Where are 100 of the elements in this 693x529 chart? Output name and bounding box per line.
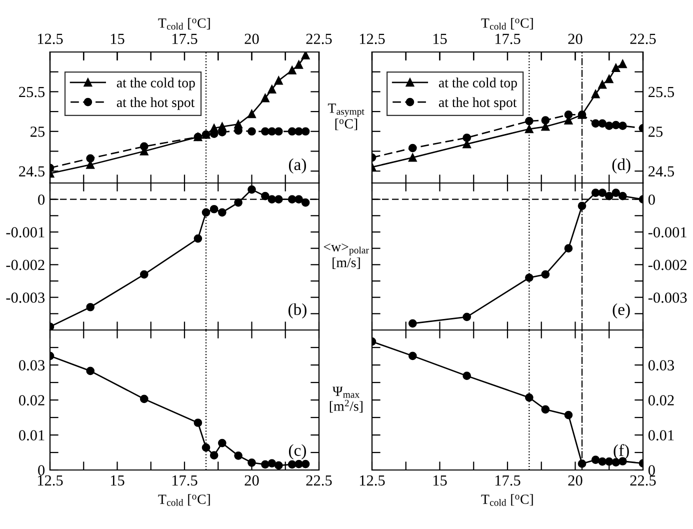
point xyxy=(268,459,276,468)
x2-axis-title: T$_{cold}$ [$^{o}$C] xyxy=(481,18,533,30)
point xyxy=(294,127,303,136)
point xyxy=(541,270,550,279)
point xyxy=(288,460,296,469)
y-tick-label: -0.001 xyxy=(648,227,686,238)
y-tick-label: 25 xyxy=(30,126,45,137)
x2-tick-label: 20 xyxy=(568,34,582,44)
point xyxy=(541,116,550,124)
point xyxy=(525,393,534,402)
point xyxy=(591,456,600,464)
point xyxy=(408,319,417,328)
y-tick-label: 0 xyxy=(38,194,45,205)
point xyxy=(525,274,534,282)
point xyxy=(86,366,95,376)
x2-tick-label: 15 xyxy=(433,34,447,44)
point xyxy=(408,352,417,360)
point xyxy=(210,204,218,214)
point xyxy=(288,66,296,74)
x2-tick-label: 12.5 xyxy=(38,34,63,44)
point xyxy=(261,94,270,102)
point xyxy=(525,116,534,126)
point xyxy=(140,142,148,151)
point xyxy=(591,90,600,98)
point xyxy=(598,119,607,128)
point xyxy=(261,192,270,200)
x-tick-label: 22.5 xyxy=(630,475,656,486)
point xyxy=(140,394,148,404)
y-tick-label: 25.5 xyxy=(19,86,45,98)
point xyxy=(525,124,534,134)
x2-tick-label: 15 xyxy=(110,34,124,44)
y-tick-label: -0.003 xyxy=(6,292,45,303)
y-tick-label: 0.03 xyxy=(648,360,674,371)
y-tick-label: -0.002 xyxy=(648,260,686,270)
point xyxy=(541,405,550,414)
point xyxy=(202,443,210,452)
point xyxy=(268,85,276,94)
x-tick-label: 20 xyxy=(244,475,259,486)
point xyxy=(248,458,256,467)
point xyxy=(612,458,620,466)
point xyxy=(294,460,303,468)
y-tick-label: 25.5 xyxy=(648,86,674,98)
point xyxy=(274,195,283,204)
point xyxy=(218,438,226,448)
y-tick-label: 0.02 xyxy=(648,395,674,406)
point xyxy=(618,60,627,68)
x2-tick-label: 22.5 xyxy=(630,34,656,44)
point xyxy=(274,76,283,85)
legend-label: at the cold top xyxy=(116,78,195,90)
point xyxy=(598,457,607,466)
annotation: (e) xyxy=(612,303,630,318)
x2-tick-label: 22.5 xyxy=(306,34,332,44)
annotation: (b) xyxy=(288,303,306,318)
y-tick-label: -0.001 xyxy=(6,227,44,238)
point xyxy=(86,154,95,163)
x-tick-label: 22.5 xyxy=(306,475,332,486)
y-tick-label: 0 xyxy=(38,465,45,476)
y-axis-title: T$_{asympt}$ [$^{o}$C] xyxy=(328,104,364,130)
annotation: (f) xyxy=(614,444,629,460)
point xyxy=(274,127,283,136)
point xyxy=(210,451,218,460)
point xyxy=(301,198,310,207)
point xyxy=(274,461,283,470)
point xyxy=(140,270,148,279)
point xyxy=(612,188,620,197)
point xyxy=(261,460,270,469)
y-axis-title: <w>$_{polar}$ [m/s] xyxy=(324,243,369,269)
x-tick-label: 15 xyxy=(433,475,447,486)
point xyxy=(301,52,310,60)
y-tick-label: 0 xyxy=(648,465,655,476)
annotation: (a) xyxy=(288,158,306,174)
point xyxy=(604,122,614,130)
y-tick-label: 24.5 xyxy=(19,166,45,177)
point xyxy=(202,208,210,217)
point xyxy=(618,192,627,200)
x2-axis-title: T$_{cold}$ [$^{o}$C] xyxy=(158,18,210,30)
point xyxy=(248,110,256,118)
point xyxy=(288,127,296,136)
point xyxy=(604,192,614,200)
legend-label: at the hot spot xyxy=(438,97,517,110)
point xyxy=(86,302,95,312)
y-tick-label: -0.003 xyxy=(648,292,687,303)
point xyxy=(268,127,276,136)
point xyxy=(194,234,202,243)
x-axis-title: T$_{cold}$ [$^{o}$C] xyxy=(158,494,210,506)
point xyxy=(462,312,472,322)
x2-tick-label: 17.5 xyxy=(495,34,520,44)
point xyxy=(301,127,310,136)
point xyxy=(604,457,614,466)
y-tick-label: 0.03 xyxy=(18,360,45,371)
legend-label: at the hot spot xyxy=(116,97,195,110)
y-tick-label: 0 xyxy=(648,194,655,205)
x-tick-label: 12.5 xyxy=(360,475,385,486)
x-axis-title: T$_{cold}$ [$^{o}$C] xyxy=(481,494,533,506)
point xyxy=(294,60,303,69)
point xyxy=(408,144,417,152)
point xyxy=(612,120,620,130)
point xyxy=(604,74,614,84)
x-tick-label: 15 xyxy=(110,475,124,486)
point xyxy=(261,127,270,136)
